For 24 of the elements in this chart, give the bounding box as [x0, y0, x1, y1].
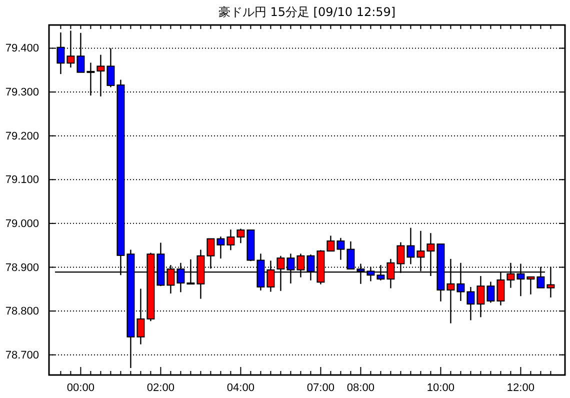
x-tick-label: 10:00 [426, 382, 454, 394]
candlestick [526, 276, 535, 295]
x-tick-label: 00:00 [66, 382, 94, 394]
y-tick-label: 79.200 [5, 130, 39, 142]
chart-title: 豪ドル円 15分足 [09/10 12:59] [218, 5, 396, 19]
candlestick [486, 281, 495, 304]
y-tick-label: 79.000 [5, 218, 39, 230]
candlestick [226, 228, 235, 251]
candlestick [236, 228, 245, 244]
candlestick [216, 236, 225, 260]
y-tick-label: 79.400 [5, 42, 39, 55]
candlestick [326, 235, 335, 252]
y-tick-label: 78.900 [5, 262, 39, 274]
y-tick-label: 78.700 [5, 349, 39, 362]
x-tick-label: 12:00 [506, 382, 534, 394]
x-tick-label: 04:00 [226, 382, 254, 394]
x-tick-label: 08:00 [346, 382, 374, 394]
y-tick-label: 78.800 [5, 306, 39, 318]
x-tick-label: 07:00 [306, 382, 334, 394]
y-tick-label: 79.300 [5, 86, 39, 99]
x-tick-label: 02:00 [146, 382, 174, 394]
candlestick [336, 237, 345, 260]
y-tick-label: 79.100 [5, 174, 39, 186]
candlestick [406, 227, 415, 265]
